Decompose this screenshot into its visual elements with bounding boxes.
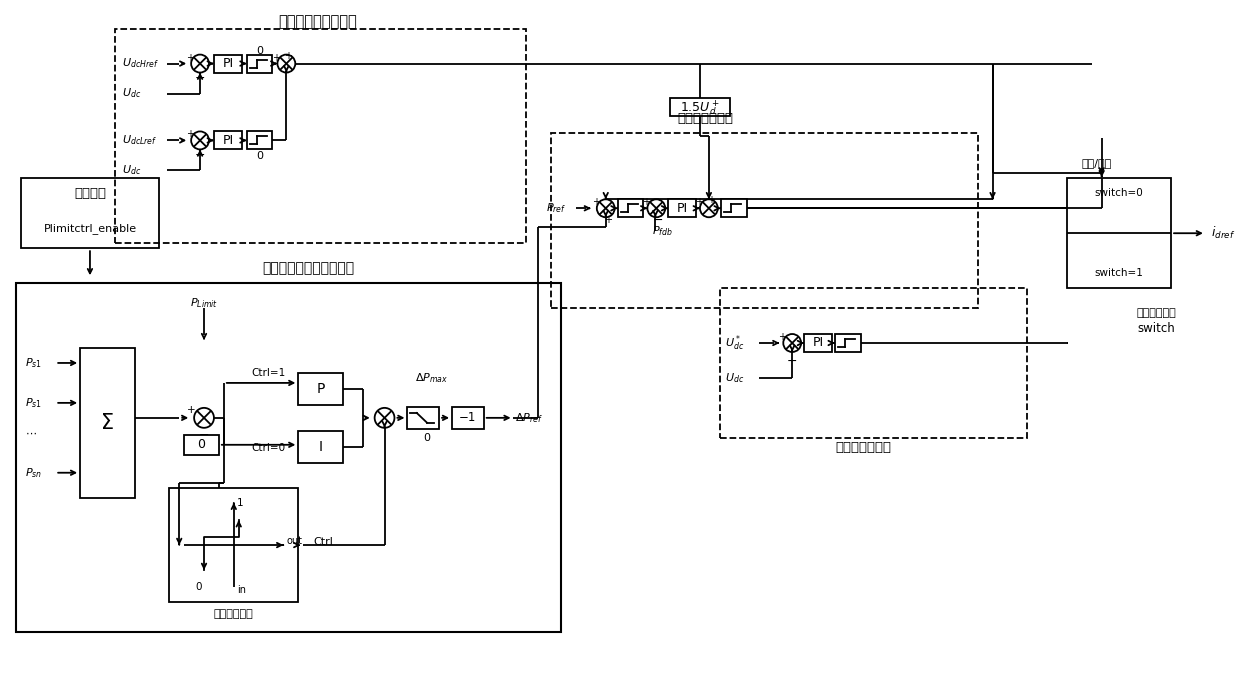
Circle shape — [191, 55, 210, 72]
Text: 直流电网功率限幅控制器: 直流电网功率限幅控制器 — [262, 261, 355, 275]
Text: +: + — [591, 197, 600, 207]
Bar — [453, 407, 484, 429]
Text: +: + — [186, 53, 195, 63]
Text: $U_{dcLref}$: $U_{dcLref}$ — [122, 133, 157, 148]
Text: +: + — [284, 51, 293, 61]
Text: +: + — [779, 332, 786, 342]
Text: +: + — [642, 197, 651, 207]
Bar — [835, 334, 861, 352]
Text: +: + — [707, 195, 715, 206]
Bar — [719, 288, 1027, 438]
Bar — [670, 98, 729, 117]
Text: +: + — [273, 53, 280, 63]
Text: Ctrl: Ctrl — [314, 537, 334, 547]
Text: 0: 0 — [257, 152, 263, 161]
Bar — [170, 488, 299, 602]
Text: $\Delta P_{ref}$: $\Delta P_{ref}$ — [516, 411, 543, 425]
Text: $P_{fdb}$: $P_{fdb}$ — [652, 224, 673, 238]
Text: PI: PI — [222, 134, 233, 147]
Bar — [247, 131, 273, 150]
Text: $P_{ref}$: $P_{ref}$ — [547, 201, 567, 215]
Bar — [618, 199, 644, 217]
Text: switch: switch — [1137, 322, 1176, 335]
Text: PI: PI — [222, 57, 233, 70]
Text: 直流电压控制器: 直流电压控制器 — [836, 441, 892, 454]
Text: +: + — [186, 129, 195, 139]
Bar — [185, 435, 219, 455]
Text: 模式切换信号: 模式切换信号 — [1136, 308, 1176, 318]
Text: switch=0: switch=0 — [1095, 189, 1143, 198]
Bar — [408, 407, 439, 429]
Text: +: + — [187, 405, 196, 415]
Text: $\Delta P_{max}$: $\Delta P_{max}$ — [415, 371, 449, 385]
Bar — [299, 431, 343, 463]
Bar — [81, 348, 135, 498]
Text: I: I — [319, 440, 322, 454]
Text: $\Sigma$: $\Sigma$ — [100, 413, 114, 433]
Text: $P_{s1}$: $P_{s1}$ — [26, 356, 42, 370]
Text: out: out — [286, 536, 303, 546]
Text: −: − — [653, 214, 663, 227]
Text: −: − — [198, 430, 210, 443]
Text: 0: 0 — [196, 583, 202, 592]
Text: −: − — [195, 149, 206, 162]
Text: $U_{dc}$: $U_{dc}$ — [122, 163, 141, 178]
Text: 直流电压偏差控制器: 直流电压偏差控制器 — [279, 14, 357, 29]
Bar — [1066, 178, 1171, 288]
Bar — [21, 178, 160, 248]
Bar — [804, 334, 832, 352]
Text: Ctrl=1: Ctrl=1 — [252, 368, 285, 378]
Text: +: + — [694, 197, 703, 207]
Bar — [247, 55, 273, 72]
Bar — [668, 199, 696, 217]
Text: 0: 0 — [424, 433, 430, 443]
Text: in: in — [237, 585, 246, 596]
Text: 有功功率控制器: 有功功率控制器 — [677, 112, 733, 125]
Circle shape — [195, 408, 215, 428]
Text: −: − — [787, 354, 797, 367]
Text: 0: 0 — [197, 438, 206, 451]
Text: Plimitctrl_enable: Plimitctrl_enable — [43, 223, 136, 234]
Text: $i_{dref}$: $i_{dref}$ — [1210, 225, 1235, 241]
Circle shape — [784, 334, 801, 352]
Text: −1: −1 — [459, 411, 476, 424]
Text: 使能信号: 使能信号 — [74, 187, 105, 200]
Bar — [720, 199, 746, 217]
Text: $U_{dc}$: $U_{dc}$ — [724, 371, 744, 385]
Text: 1: 1 — [237, 498, 243, 507]
Circle shape — [596, 199, 615, 217]
Text: $U_{dc}$: $U_{dc}$ — [122, 87, 141, 100]
Text: 使能/复位: 使能/复位 — [1081, 158, 1112, 169]
Text: PI: PI — [677, 201, 688, 214]
Circle shape — [647, 199, 665, 217]
Circle shape — [191, 131, 210, 150]
Text: 滞环判断模块: 滞环判断模块 — [215, 609, 254, 619]
Circle shape — [374, 408, 394, 428]
Bar — [215, 55, 242, 72]
Text: Ctrl=0: Ctrl=0 — [252, 443, 285, 453]
Text: $P_{sn}$: $P_{sn}$ — [26, 466, 42, 479]
Text: $P_{s1}$: $P_{s1}$ — [26, 396, 42, 410]
Circle shape — [699, 199, 718, 217]
Bar — [552, 133, 977, 308]
Text: 0: 0 — [257, 46, 263, 55]
Circle shape — [278, 55, 295, 72]
Text: +: + — [604, 215, 611, 225]
Text: $1.5U_d^+$: $1.5U_d^+$ — [680, 98, 720, 117]
Bar — [16, 283, 560, 632]
Bar — [215, 131, 242, 150]
Text: $\cdots$: $\cdots$ — [26, 428, 37, 438]
Text: $U_{dcHref}$: $U_{dcHref}$ — [122, 57, 159, 70]
Text: PI: PI — [812, 337, 823, 350]
Bar — [115, 29, 527, 243]
Text: switch=1: switch=1 — [1095, 268, 1143, 278]
Bar — [299, 373, 343, 405]
Text: $U_{dc}^*$: $U_{dc}^*$ — [724, 333, 744, 353]
Text: −: − — [195, 72, 206, 85]
Text: P: P — [316, 382, 325, 396]
Text: $P_{Limit}$: $P_{Limit}$ — [190, 296, 218, 310]
